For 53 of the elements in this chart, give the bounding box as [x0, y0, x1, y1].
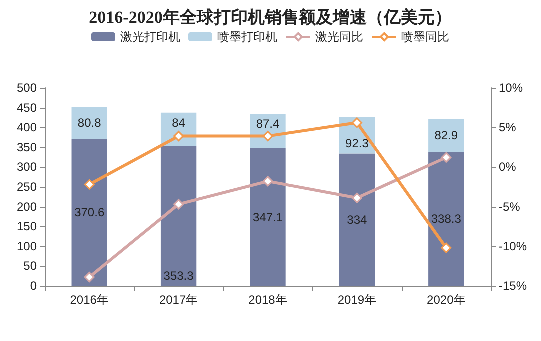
data-label: 84	[172, 116, 186, 130]
y-tick-label: 500	[16, 81, 38, 95]
data-label: 334	[347, 212, 368, 227]
y2-tick-label: -10%	[499, 239, 528, 254]
y-tick-label: 0	[30, 279, 38, 293]
data-label: 353.3	[164, 269, 194, 283]
bar	[72, 139, 108, 286]
y-tick-label: 50	[24, 259, 38, 274]
x-tick-label: 2019年	[338, 293, 377, 307]
legend-label: 激光同比	[316, 30, 364, 44]
data-label: 338.3	[431, 212, 462, 226]
legend-label: 喷墨打印机	[218, 30, 278, 44]
y-tick-label: 450	[16, 100, 38, 115]
data-label: 87.4	[256, 116, 280, 131]
data-label: 92.3	[346, 136, 370, 151]
y2-tick-label: 5%	[499, 120, 517, 135]
point	[84, 272, 95, 283]
data-label: 80.8	[78, 116, 102, 130]
y2-tick-label: -15%	[499, 279, 528, 293]
y-tick-label: 400	[16, 120, 38, 135]
point	[441, 152, 452, 163]
y-tick-label: 100	[16, 239, 38, 254]
y-tick-label: 250	[16, 180, 38, 194]
x-tick-label: 2016年	[70, 293, 109, 307]
data-label: 82.9	[434, 128, 458, 143]
y-tick-label: 300	[16, 160, 38, 174]
y2-tick-label: -5%	[499, 200, 521, 214]
y2-tick-label: 10%	[499, 81, 524, 95]
bar	[72, 107, 108, 140]
point	[262, 176, 274, 187]
legend-label: 激光打印机	[120, 30, 180, 44]
data-label: 370.6	[74, 206, 105, 220]
bar	[160, 146, 197, 286]
point	[84, 179, 95, 190]
x-tick-label: 2018年	[248, 293, 288, 307]
bar	[428, 152, 464, 286]
chart-title: 2016-2020年全球打印机销售额及增速（亿美元）	[89, 8, 452, 27]
y-tick-label: 150	[16, 220, 38, 234]
data-label: 347.1	[252, 210, 284, 224]
point	[352, 192, 362, 204]
y2-tick-label: 0%	[499, 160, 517, 174]
bar	[428, 119, 464, 152]
point	[352, 118, 362, 128]
point	[441, 242, 452, 254]
x-tick-label: 2017年	[159, 293, 198, 307]
y-tick-label: 350	[16, 140, 38, 154]
y-tick-label: 200	[16, 200, 38, 214]
point	[174, 131, 184, 142]
point	[174, 199, 184, 210]
bar	[339, 154, 376, 286]
bar	[250, 148, 286, 286]
x-tick-label: 2020年	[427, 293, 466, 307]
legend-label: 喷墨同比	[402, 30, 450, 44]
